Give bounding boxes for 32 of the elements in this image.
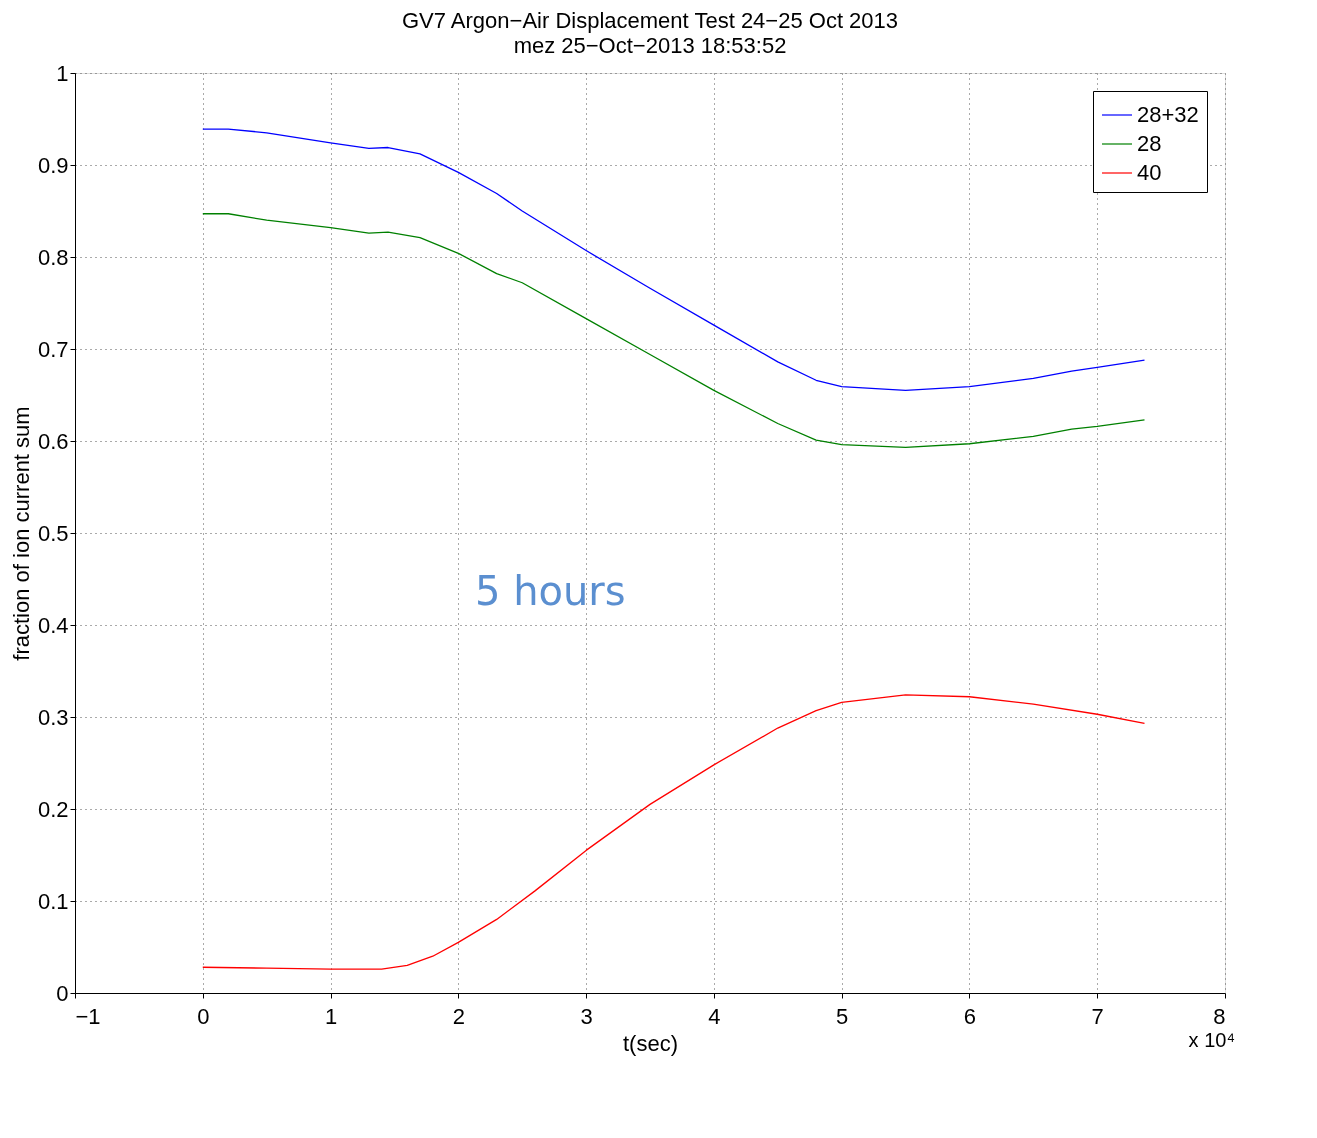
line-series [202, 213, 1146, 449]
x-axis-title: t(sec) [623, 1030, 678, 1056]
x-tick-label: 4 [708, 1003, 721, 1029]
annotation: 5 hours [475, 568, 626, 614]
x-tick-label: 0 [197, 1003, 210, 1029]
y-tick-label: 0 [56, 980, 69, 1006]
x-tick-label: 8 [1213, 1003, 1226, 1029]
y-tick-label: 0.6 [37, 428, 69, 454]
y-tick-label: 0.1 [37, 888, 69, 914]
legend-label: 28 [1137, 131, 1162, 156]
y-axis-title: fraction of ion current sum [8, 406, 34, 661]
legend-label: 28+32 [1137, 102, 1199, 127]
chart-title: GV7 Argon−Air Displacement Test 24−25 Oct 2013 [401, 8, 899, 33]
y-tick-label: 0.5 [37, 520, 69, 546]
y-tick-label: 0.9 [37, 152, 69, 178]
x-tick-label: 5 [836, 1003, 849, 1029]
x-tick-label: 2 [452, 1003, 465, 1029]
y-tick-label: 0.2 [37, 796, 69, 822]
x-tick-label: 1 [324, 1003, 338, 1029]
x-tick-label: 7 [1091, 1003, 1104, 1029]
legend-label: 40 [1137, 160, 1162, 185]
text: x 10⁴ [1188, 1029, 1235, 1051]
y-tick-label: 0.8 [37, 244, 69, 270]
chart-subtitle: mez 25−Oct−2013 18:53:52 [513, 33, 787, 58]
y-tick-label: 0.7 [37, 336, 69, 362]
y-tick-label: 0.3 [37, 704, 69, 730]
x-tick-label: 3 [580, 1003, 593, 1029]
line-series [202, 694, 1146, 970]
y-tick-label: 0.4 [37, 612, 69, 638]
x-tick-label: 6 [963, 1003, 977, 1029]
x-tick-label: −1 [75, 1003, 101, 1029]
y-tick-label: 1 [56, 60, 69, 86]
